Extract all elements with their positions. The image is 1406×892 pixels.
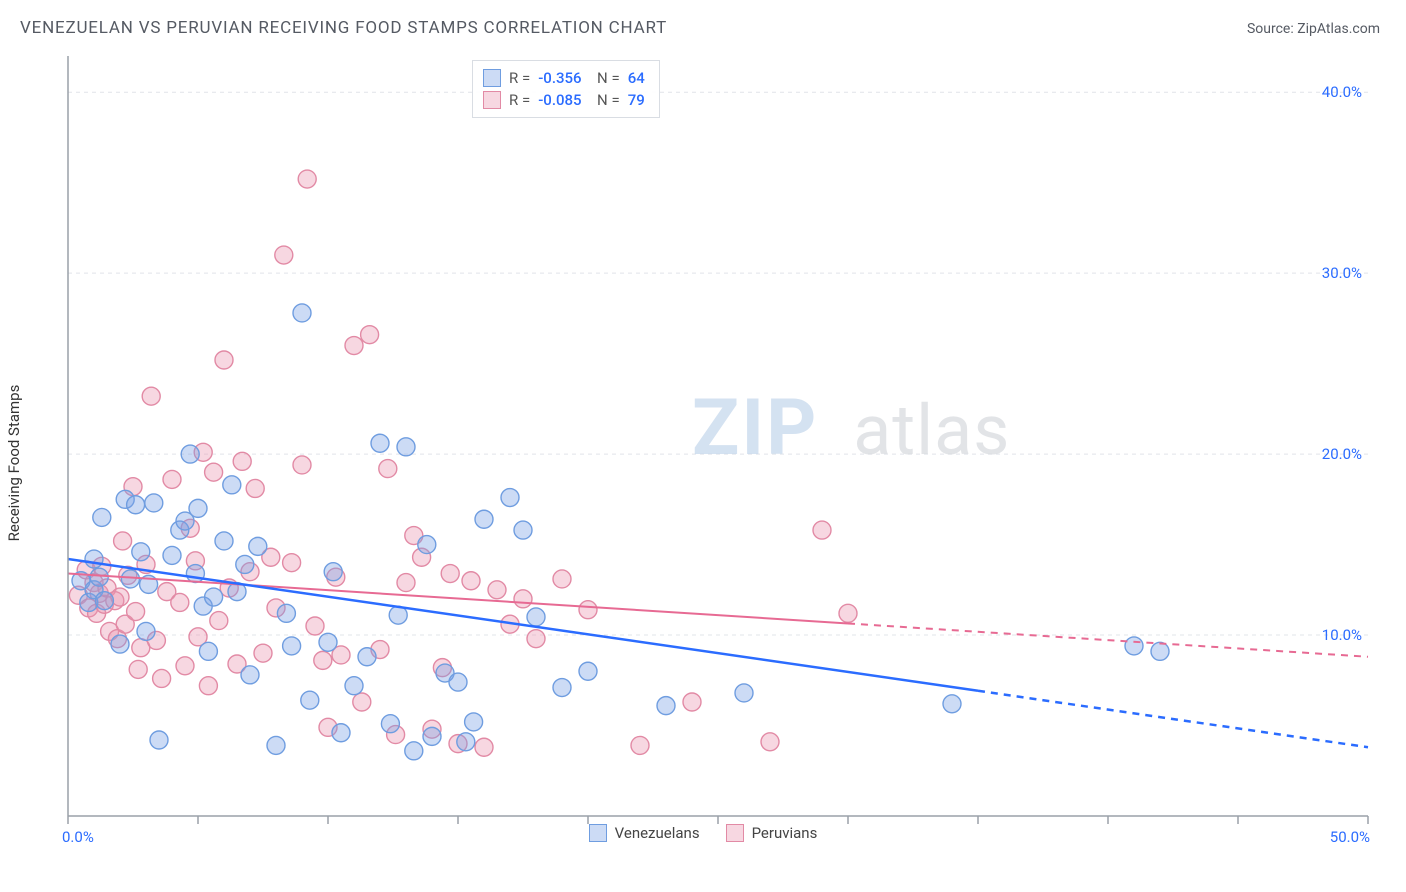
n-value-peruvians: 79 [628,89,645,111]
chart-area: Receiving Food Stamps 10.0%20.0%30.0%40.… [20,48,1386,878]
chart-source: Source: ZipAtlas.com [1247,21,1380,37]
chart-title: VENEZUELAN VS PERUVIAN RECEIVING FOOD ST… [20,18,667,38]
svg-text:atlas: atlas [853,390,1010,472]
legend-label-peruvians: Peruvians [752,824,818,842]
corr-row-peruvians: R = -0.085 N = 79 [483,89,645,111]
swatch-venezuelans [483,69,501,87]
legend-item-venezuelans: Venezuelans [589,824,700,842]
corr-row-venezuelans: R = -0.356 N = 64 [483,67,645,89]
svg-text:40.0%: 40.0% [1322,83,1362,101]
n-value-venezuelans: 64 [628,67,645,89]
legend-swatch-venezuelans [589,824,607,842]
svg-text:20.0%: 20.0% [1322,445,1362,463]
legend-label-venezuelans: Venezuelans [615,824,700,842]
legend-swatch-peruvians [726,824,744,842]
swatch-peruvians [483,91,501,109]
svg-text:10.0%: 10.0% [1322,626,1362,644]
svg-text:ZIP: ZIP [692,383,818,474]
chart-header: VENEZUELAN VS PERUVIAN RECEIVING FOOD ST… [0,0,1406,46]
svg-text:30.0%: 30.0% [1322,264,1362,282]
series-legend: Venezuelans Peruvians [20,824,1386,842]
r-value-peruvians: -0.085 [538,89,581,111]
y-axis-label: Receiving Food Stamps [5,385,23,542]
r-value-venezuelans: -0.356 [538,67,581,89]
legend-item-peruvians: Peruvians [726,824,818,842]
scatter-plot: 10.0%20.0%30.0%40.0%ZIPatlas0.0%50.0% [20,48,1386,878]
correlation-legend: R = -0.356 N = 64 R = -0.085 N = 79 [472,60,660,118]
